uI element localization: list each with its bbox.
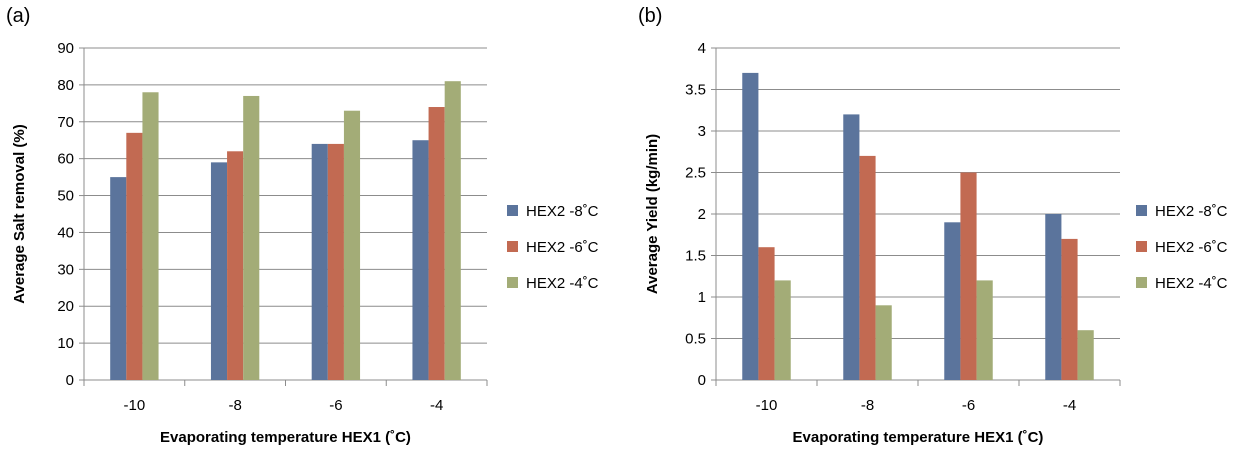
legend: HEX2 -8˚C HEX2 -6˚C HEX2 -4˚C bbox=[1136, 203, 1228, 292]
y-axis-title: Average Yield (kg/min) bbox=[644, 134, 661, 294]
bar-hex2-minus4-3 bbox=[444, 81, 461, 380]
x-tick-label: -6 bbox=[962, 397, 975, 414]
bar-hex2-minus8-3 bbox=[1045, 214, 1062, 380]
y-tick-label: 3 bbox=[698, 123, 706, 140]
bar-hex2-minus6-1 bbox=[227, 151, 244, 380]
x-axis-title: Evaporating temperature HEX1 (˚C) bbox=[793, 429, 1044, 446]
x-tick-label: -8 bbox=[861, 397, 874, 414]
bar-hex2-minus8-3 bbox=[412, 140, 429, 380]
x-tick-label: -6 bbox=[329, 397, 342, 414]
x-axis-title: Evaporating temperature HEX1 (˚C) bbox=[160, 429, 411, 446]
bar-hex2-minus4-1 bbox=[243, 95, 260, 380]
legend-swatch bbox=[507, 241, 518, 252]
chart-panel-b: (b) 0 0.5 1 1.5 2 2.5 3 3.5 4 -10 -8 -6 -4 Evaporating… bbox=[638, 5, 1228, 446]
y-tick-label: 10 bbox=[57, 335, 74, 352]
legend-swatch bbox=[1136, 277, 1147, 288]
y-tick-label: 2.5 bbox=[685, 165, 706, 182]
y-tick-label: 0 bbox=[698, 372, 706, 389]
y-tick-label: 90 bbox=[57, 40, 74, 57]
legend-label: HEX2 -4˚C bbox=[526, 275, 599, 292]
x-tick-label: -10 bbox=[756, 397, 778, 414]
legend-label: HEX2 -6˚C bbox=[526, 239, 599, 256]
x-tick-label: -4 bbox=[430, 397, 443, 414]
x-tick-label: -8 bbox=[228, 397, 241, 414]
y-tick-label: 4 bbox=[698, 40, 706, 57]
legend-label: HEX2 -4˚C bbox=[1155, 275, 1228, 292]
y-tick-label: 80 bbox=[57, 77, 74, 94]
bar-hex2-minus6-3 bbox=[1061, 238, 1078, 380]
bar-hex2-minus6-2 bbox=[960, 172, 977, 380]
bar-hex2-minus4-0 bbox=[142, 92, 159, 381]
legend-swatch bbox=[1136, 205, 1147, 216]
bar-hex2-minus6-0 bbox=[758, 247, 775, 380]
bar-hex2-minus8-0 bbox=[742, 72, 759, 381]
legend: HEX2 -8˚C HEX2 -6˚C HEX2 -4˚C bbox=[507, 203, 599, 292]
y-tick-label: 20 bbox=[57, 298, 74, 315]
y-tick-label: 2 bbox=[698, 206, 706, 223]
panel-label: (b) bbox=[638, 5, 662, 27]
legend-label: HEX2 -8˚C bbox=[526, 203, 599, 220]
bar-hex2-minus4-1 bbox=[875, 305, 892, 380]
bar-hex2-minus8-2 bbox=[944, 222, 961, 380]
y-axis-title: Average Salt removal (%) bbox=[11, 124, 28, 304]
bar-hex2-minus8-1 bbox=[843, 114, 860, 381]
y-tick-label: 70 bbox=[57, 114, 74, 131]
legend-label: HEX2 -6˚C bbox=[1155, 239, 1228, 256]
bar-hex2-minus6-0 bbox=[126, 132, 143, 380]
panel-label: (a) bbox=[6, 5, 30, 27]
y-tick-label: 30 bbox=[57, 261, 74, 278]
y-tick-label: 3.5 bbox=[685, 82, 706, 99]
legend-swatch bbox=[507, 277, 518, 288]
bar-hex2-minus8-1 bbox=[210, 162, 228, 380]
y-tick-label: 0 bbox=[66, 372, 74, 389]
bar-hex2-minus6-1 bbox=[859, 155, 876, 380]
y-tick-label: 0.5 bbox=[685, 331, 706, 348]
y-tick-label: 50 bbox=[57, 188, 74, 205]
bar-hex2-minus6-3 bbox=[428, 107, 445, 381]
legend-swatch bbox=[1136, 241, 1147, 252]
bar-hex2-minus8-0 bbox=[110, 177, 127, 380]
y-tick-label: 1.5 bbox=[685, 248, 706, 265]
x-tick-label: -4 bbox=[1063, 397, 1076, 414]
bar-hex2-minus4-3 bbox=[1077, 330, 1094, 380]
bar-hex2-minus4-0 bbox=[774, 280, 791, 380]
bar-hex2-minus4-2 bbox=[343, 110, 361, 380]
y-tick-label: 1 bbox=[698, 289, 706, 306]
y-tick-label: 60 bbox=[57, 151, 74, 168]
x-tick-label: -10 bbox=[124, 397, 146, 414]
bar-hex2-minus6-2 bbox=[327, 143, 344, 380]
chart-panel-a: (a) 0 10 20 30 40 50 60 70 80 90 -10 -8 -6 -4 Evaporati… bbox=[6, 5, 599, 446]
legend-label: HEX2 -8˚C bbox=[1155, 203, 1228, 220]
bar-hex2-minus4-2 bbox=[976, 280, 993, 380]
y-tick-label: 40 bbox=[57, 224, 74, 241]
legend-swatch bbox=[507, 205, 518, 216]
bar-hex2-minus8-2 bbox=[311, 143, 328, 380]
